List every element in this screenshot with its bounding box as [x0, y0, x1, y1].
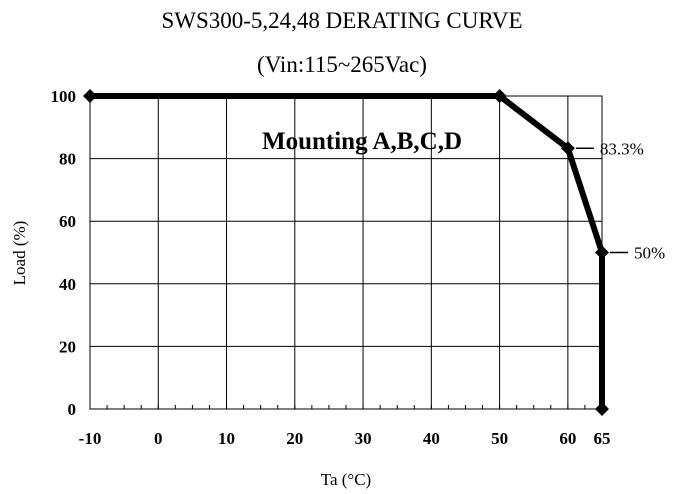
data-point-marker — [595, 245, 609, 260]
callout-label: 50% — [634, 244, 665, 263]
x-tick-label: 65 — [594, 429, 611, 448]
y-tick-label: 20 — [59, 337, 76, 356]
data-point-marker — [492, 89, 507, 103]
callout-label: 83.3% — [600, 139, 644, 158]
y-axis-label: Load (%) — [10, 221, 29, 286]
data-point-marker — [83, 89, 97, 103]
y-tick-label: 80 — [59, 150, 76, 169]
x-tick-label: 10 — [218, 429, 235, 448]
callouts: 83.3% 50% — [575, 139, 665, 263]
x-tick-label: 50 — [491, 429, 508, 448]
mounting-annotation: Mounting A,B,C,D — [262, 128, 462, 155]
y-tick-label: 60 — [59, 212, 76, 231]
x-tick-label: 30 — [355, 429, 372, 448]
x-tick-label: 40 — [423, 429, 440, 448]
chart-title: SWS300-5,24,48 DERATING CURVE — [161, 8, 522, 33]
x-axis-label: Ta (°C) — [321, 470, 371, 489]
grid — [89, 95, 603, 410]
x-tick-label: -10 — [79, 429, 102, 448]
chart-subtitle: (Vin:115~265Vac) — [257, 52, 427, 77]
y-tick-label: 40 — [59, 275, 76, 294]
data-point-marker — [595, 402, 609, 416]
y-tick-label: 0 — [68, 400, 77, 419]
y-tick-label: 100 — [51, 87, 77, 106]
x-tick-label: 20 — [286, 429, 303, 448]
data-point-marker — [560, 141, 575, 156]
x-tick-label: 60 — [559, 429, 576, 448]
series-layer — [83, 89, 609, 416]
x-tick-label: 0 — [154, 429, 163, 448]
